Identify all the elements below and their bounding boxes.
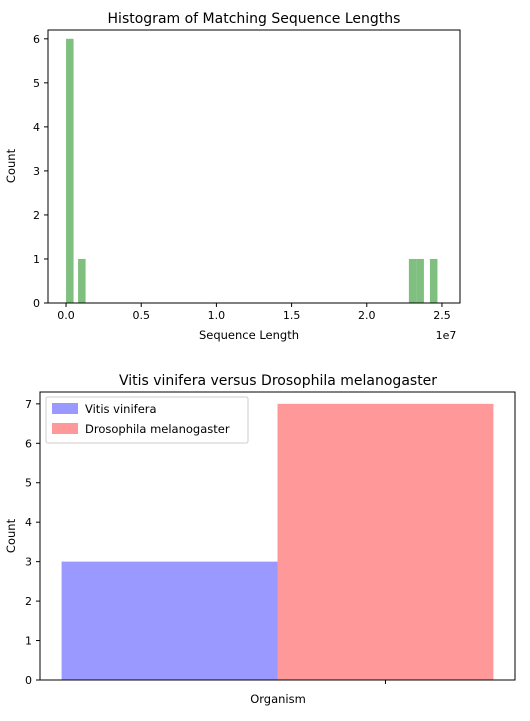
chart1-ytick-label: 4 <box>33 121 40 134</box>
chart2-xlabel: Organism <box>250 692 306 706</box>
chart2-ytick-label: 1 <box>25 635 32 648</box>
chart1-xlabel: Sequence Length <box>199 328 299 342</box>
histogram-chart: Histogram of Matching Sequence Lengths 0… <box>4 11 461 342</box>
chart2-plot-frame <box>39 391 516 681</box>
legend-swatch-vitis <box>52 403 78 414</box>
histogram-bar-4 <box>429 258 438 303</box>
chart2-ytick-label: 2 <box>25 595 32 608</box>
bar-drosophila-melanogaster <box>277 403 494 680</box>
legend-box <box>45 396 249 444</box>
histogram-bar-0 <box>66 38 74 303</box>
chart2-ytick-label: 4 <box>25 516 32 529</box>
chart1-xtick-label: 0.5 <box>132 309 150 322</box>
chart1-ylabel: Count <box>4 148 18 183</box>
chart1-ytick-label: 5 <box>33 77 40 90</box>
chart1-ytick-label: 2 <box>33 209 40 222</box>
chart1-xtick-label: 2.0 <box>358 309 376 322</box>
chart1-ytick-label: 3 <box>33 165 40 178</box>
chart2-title: Vitis vinifera versus Drosophila melanog… <box>119 373 437 389</box>
histogram-bar-2 <box>408 258 417 303</box>
chart1-ytick-label: 6 <box>33 33 40 46</box>
histogram-bar-1 <box>78 258 86 303</box>
chart1-xtick-label: 1.0 <box>208 309 226 322</box>
chart1-plot-frame <box>47 29 461 304</box>
chart1-x-offset-label: 1e7 <box>436 329 457 342</box>
legend-label-vitis: Vitis vinifera <box>85 402 157 416</box>
bar-vitis-vinifera <box>61 561 278 680</box>
chart2-ytick-label: 0 <box>25 674 32 687</box>
chart2-ytick-label: 7 <box>25 398 32 411</box>
legend: Vitis vinifera Drosophila melanogaster <box>45 396 249 444</box>
chart1-ytick-label: 1 <box>33 253 40 266</box>
legend-swatch-drosophila <box>52 423 78 434</box>
chart1-xtick-label: 2.5 <box>433 309 451 322</box>
chart1-title: Histogram of Matching Sequence Lengths <box>108 11 401 27</box>
chart1-xtick-label: 0.0 <box>57 309 75 322</box>
chart2-ylabel: Count <box>4 518 18 553</box>
comparison-chart: Vitis vinifera versus Drosophila melanog… <box>4 373 516 706</box>
legend-label-drosophila: Drosophila melanogaster <box>85 422 230 436</box>
chart2-ytick-label: 6 <box>25 437 32 450</box>
chart1-ytick-label: 0 <box>33 297 40 310</box>
chart1-xtick-label: 1.5 <box>283 309 301 322</box>
histogram-bar-3 <box>416 258 424 303</box>
chart2-ytick-label: 5 <box>25 477 32 490</box>
chart2-ytick-label: 3 <box>25 556 32 569</box>
